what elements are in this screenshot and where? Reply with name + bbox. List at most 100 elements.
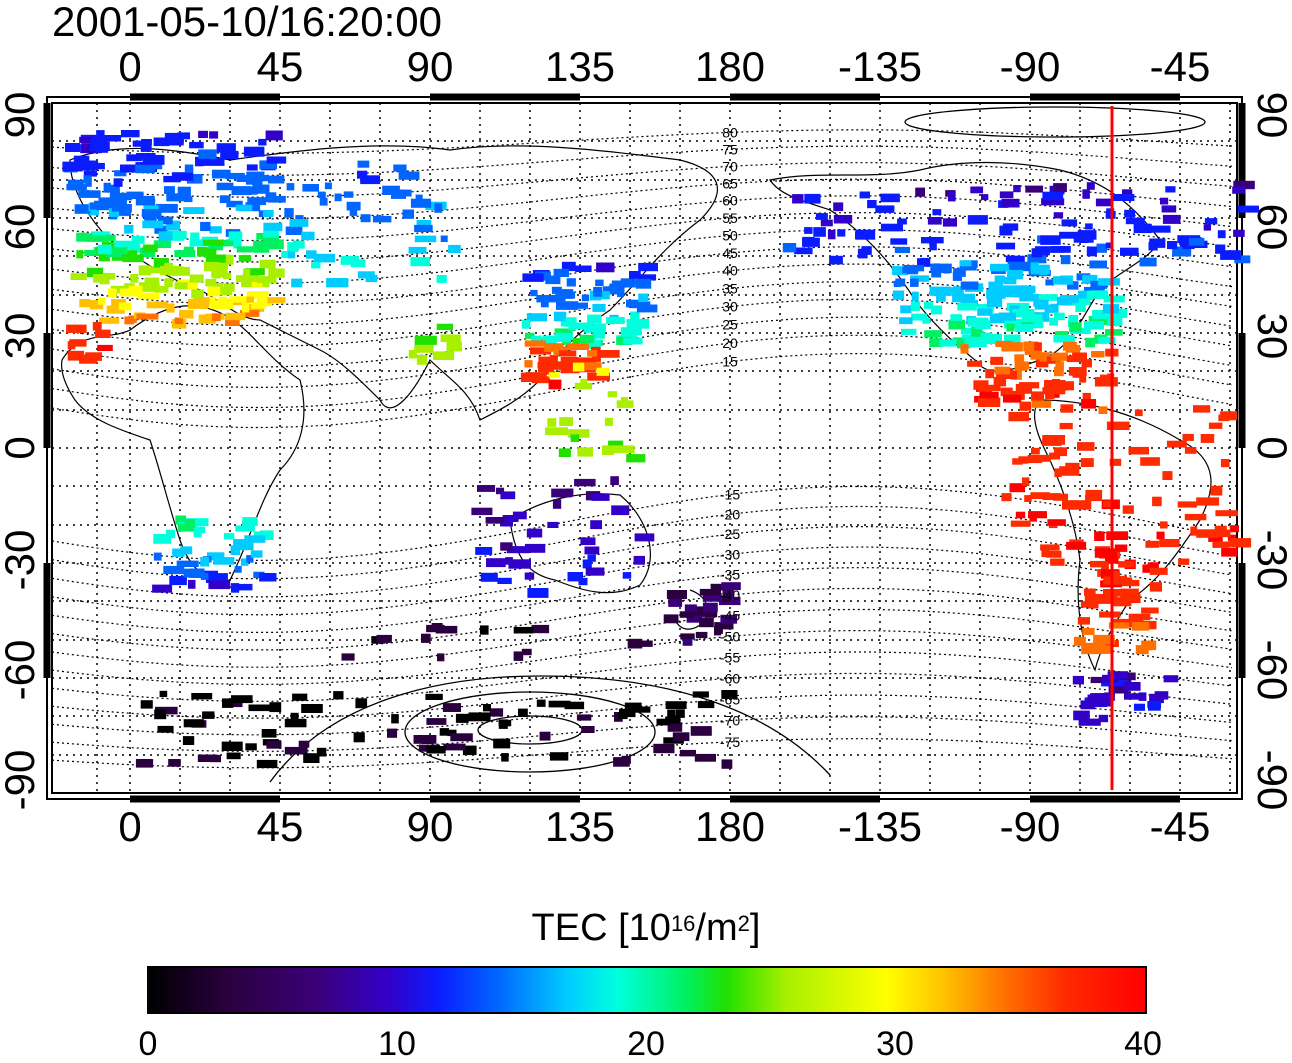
tec-cell	[246, 555, 254, 563]
tec-cell	[1067, 281, 1079, 290]
tec-cell	[1122, 189, 1133, 199]
tec-cell	[575, 322, 592, 330]
bottom-lon-tick-0: 0	[118, 803, 142, 850]
tec-cell	[164, 262, 174, 270]
tec-cell	[1003, 394, 1022, 403]
tec-cell	[372, 215, 392, 223]
tec-cell	[74, 204, 91, 214]
tec-cell	[1149, 582, 1162, 592]
tec-cell	[570, 434, 580, 442]
tec-cell	[213, 557, 235, 565]
tec-cell	[1047, 519, 1066, 526]
tec-cell	[636, 304, 658, 313]
tec-cell	[155, 203, 178, 213]
tec-cell	[1009, 483, 1026, 493]
tec-cell	[177, 186, 191, 196]
tec-cell	[142, 220, 164, 229]
tec-cell	[525, 372, 547, 379]
tec-cell	[141, 266, 163, 274]
tec-cell	[933, 263, 941, 272]
tec-cell	[1094, 531, 1105, 541]
tec-cell	[1122, 505, 1134, 514]
tec-cell	[549, 752, 569, 761]
colorbar-label-end: ]	[749, 907, 761, 949]
tec-cell	[630, 311, 640, 320]
tec-cell	[638, 262, 658, 272]
tec-cell	[929, 241, 937, 251]
tec-cell	[956, 338, 971, 349]
tec-cell	[952, 272, 962, 281]
tec-cell	[98, 135, 122, 142]
tec-cell	[140, 700, 153, 709]
tec-cell	[228, 231, 243, 241]
tec-cell	[497, 577, 512, 584]
tec-cell	[1066, 541, 1087, 550]
tec-cell	[1208, 422, 1223, 429]
tec-cell	[552, 361, 563, 370]
contour-line	[51, 738, 1233, 769]
tec-cell	[180, 546, 193, 555]
tec-cell	[1086, 246, 1097, 257]
tec-cell	[240, 558, 249, 566]
tec-cell	[524, 572, 535, 580]
tec-cell	[1039, 352, 1051, 362]
tec-cell	[1237, 205, 1259, 213]
tec-cell	[626, 299, 641, 308]
tec-cell	[211, 283, 223, 290]
tec-cell	[596, 262, 615, 273]
tec-cell	[246, 291, 269, 299]
tec-cell	[1054, 366, 1064, 377]
tec-cell	[290, 712, 299, 722]
tec-cell	[1141, 607, 1159, 614]
tec-cell	[210, 300, 233, 310]
tec-cell	[1167, 241, 1178, 250]
tec-cell	[554, 332, 571, 343]
tec-cell	[333, 691, 344, 700]
tec-cell	[486, 558, 506, 568]
tec-cell	[393, 164, 407, 172]
tec-cell	[184, 519, 195, 528]
tec-cell	[554, 328, 573, 336]
tec-cell	[184, 164, 194, 173]
tec-cell	[575, 265, 592, 272]
tec-cell	[1003, 334, 1021, 344]
tec-cell	[1209, 529, 1231, 538]
tec-cell	[978, 384, 989, 392]
tec-cell	[1042, 435, 1066, 445]
tec-cell	[238, 255, 252, 262]
tec-cell	[1069, 322, 1082, 332]
contour-label: 70	[722, 158, 738, 174]
top-lon-tick-neg45: -45	[1149, 43, 1211, 90]
tec-cell	[894, 246, 910, 254]
tec-cell	[1081, 359, 1092, 368]
tec-cell	[124, 224, 134, 234]
tec-cell	[666, 590, 687, 599]
tec-cell	[1134, 409, 1143, 417]
tec-cell	[1080, 700, 1096, 710]
contour-line	[51, 608, 1233, 668]
tec-cell	[225, 317, 240, 326]
tec-cell	[558, 448, 571, 457]
tec-cell	[1149, 567, 1168, 575]
tec-cell	[174, 317, 184, 325]
tec-cell	[1045, 279, 1055, 286]
tec-cell	[1125, 217, 1145, 225]
tec-cell	[77, 233, 93, 241]
tec-cell	[568, 429, 590, 438]
tec-cell	[226, 752, 241, 760]
tec-cell	[945, 287, 956, 294]
tec-cell	[106, 305, 125, 314]
tec-cell	[1106, 421, 1130, 430]
tec-cell	[694, 753, 716, 762]
tec-cell	[548, 379, 562, 390]
tec-cell	[638, 293, 649, 302]
tec-cell	[544, 365, 553, 375]
contour-label: -65	[720, 691, 740, 707]
tec-cell	[496, 487, 505, 495]
tec-cell	[590, 520, 602, 530]
tec-cell	[1120, 588, 1139, 599]
tec-cell	[1098, 336, 1116, 344]
tec-cell	[223, 272, 232, 280]
tec-cell	[553, 268, 569, 277]
tec-world-map: 8075706560555045403530252015-15-20-25-30…	[43, 93, 1259, 803]
